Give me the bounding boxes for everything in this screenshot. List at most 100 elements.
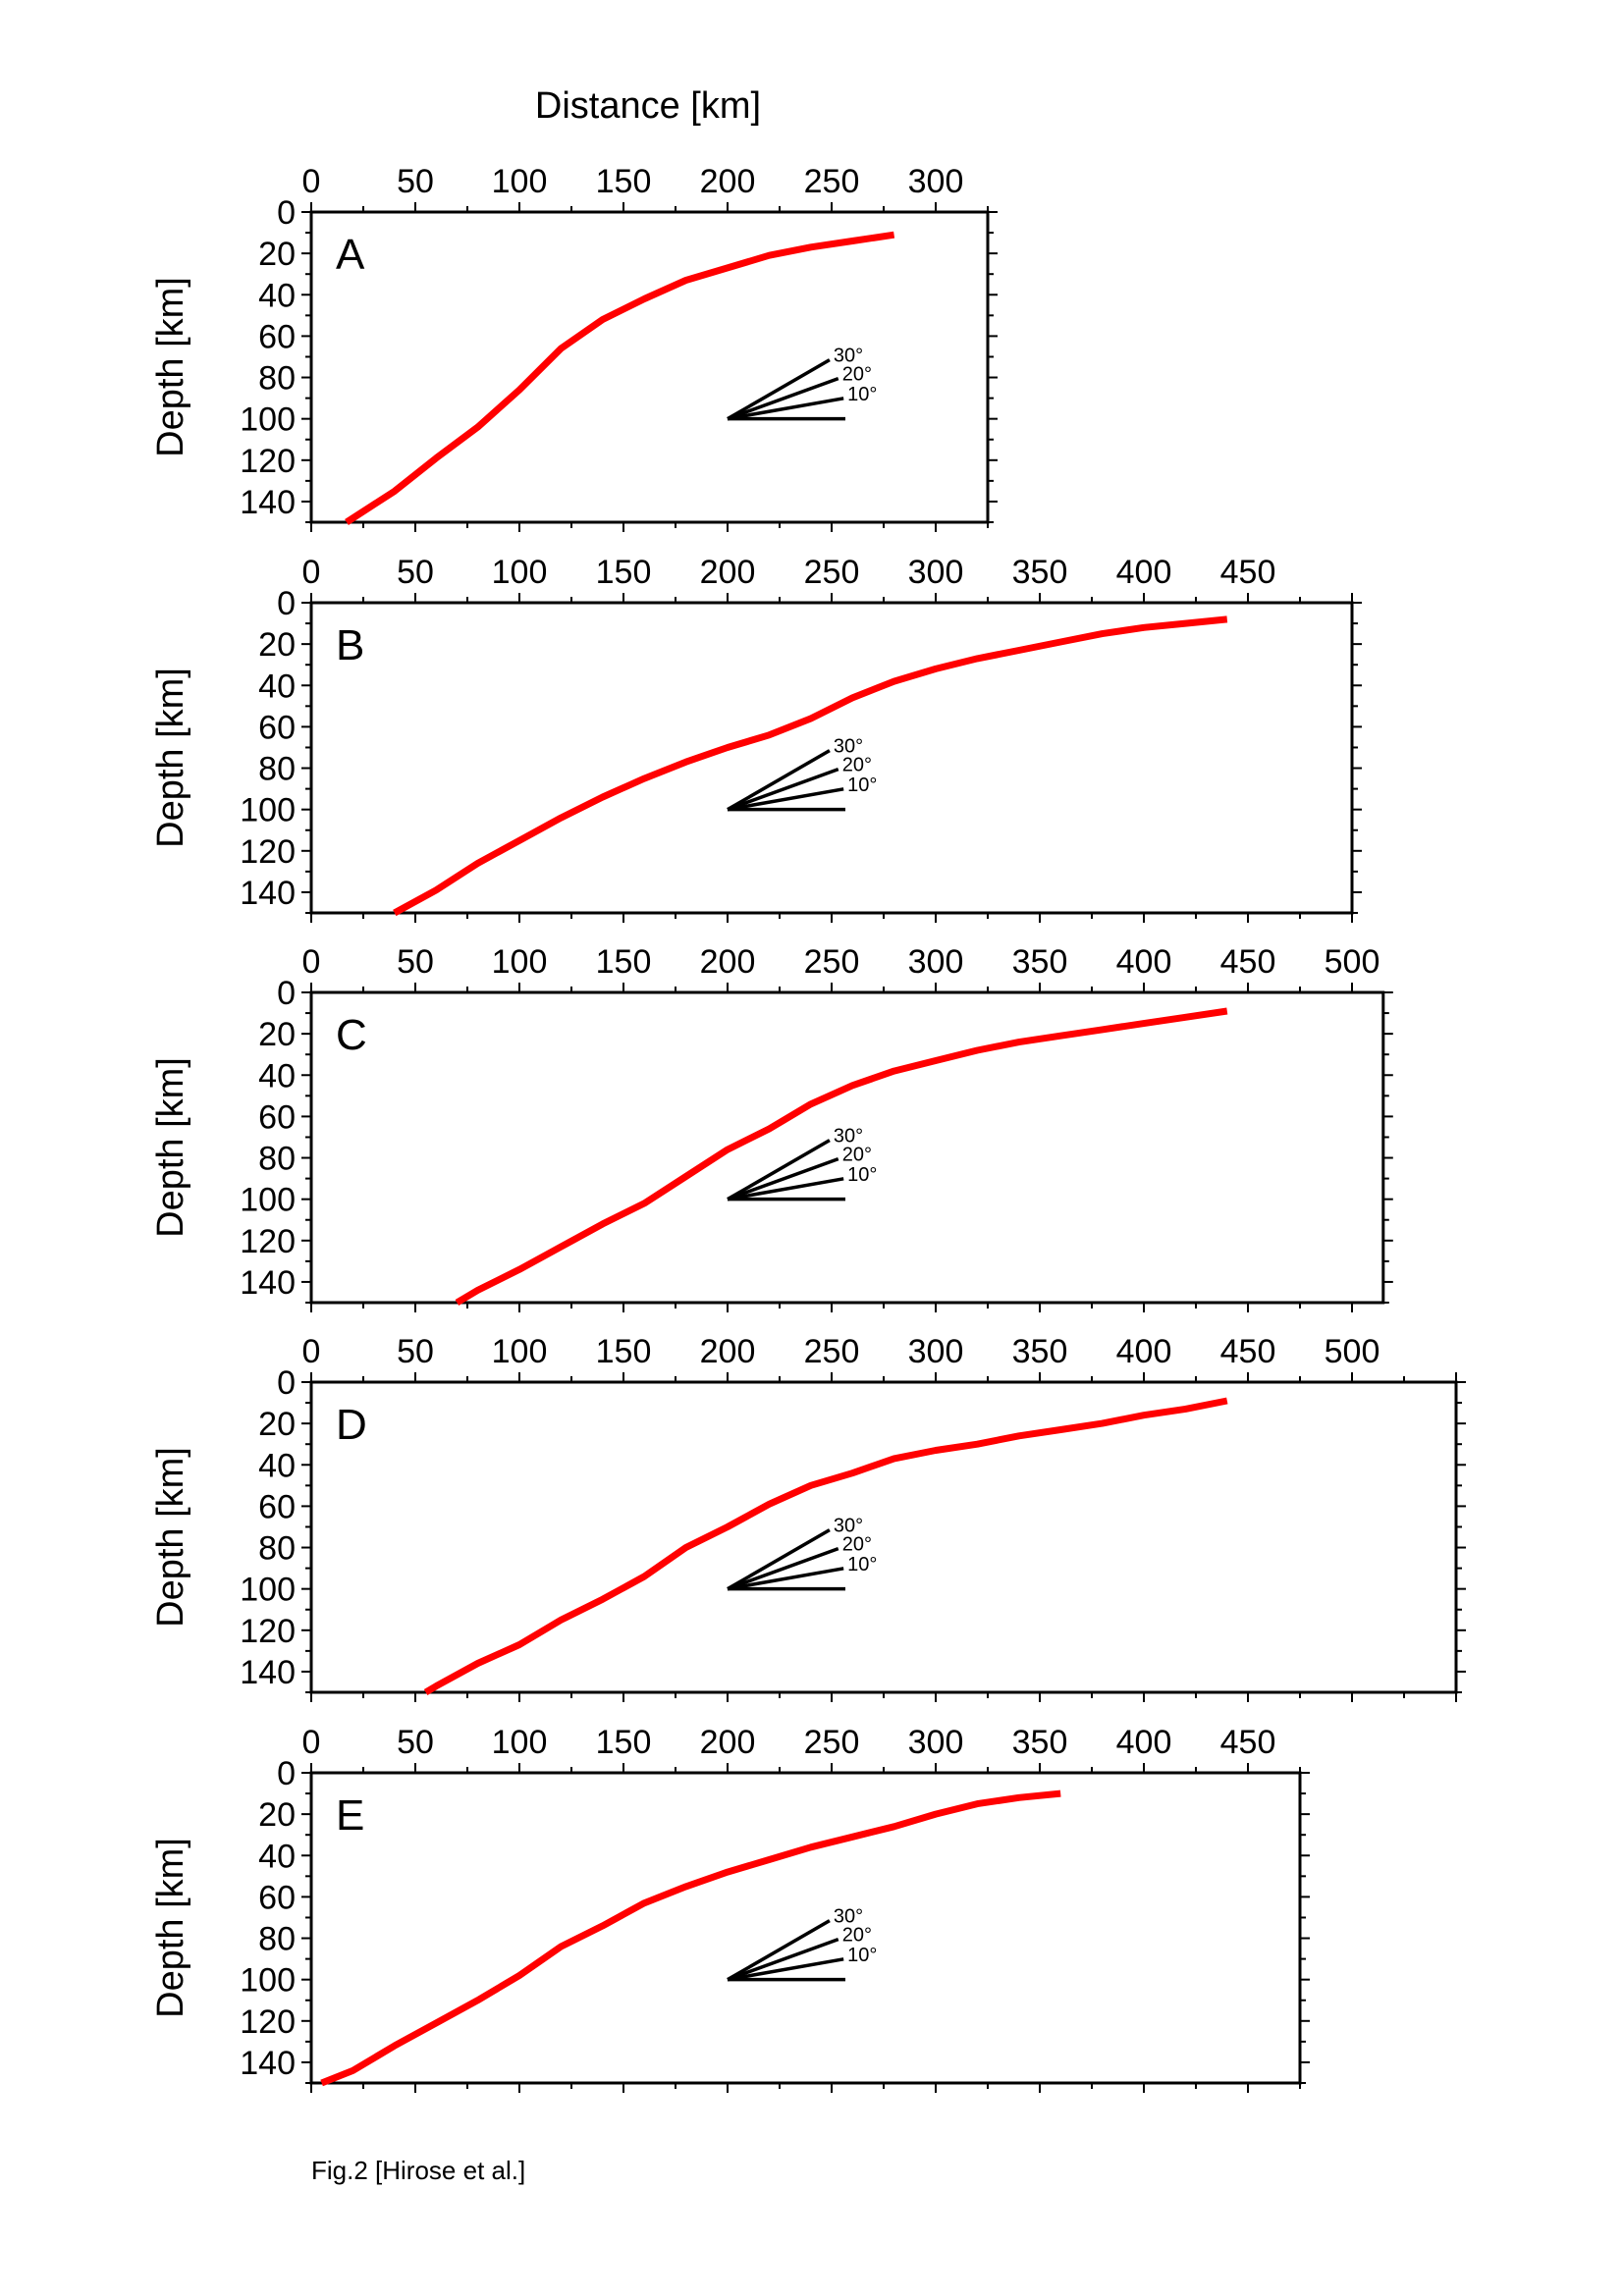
dip-angle-ray [727, 397, 844, 421]
dip-angle-ray [727, 787, 844, 812]
x-tick-label: 400 [1116, 1724, 1172, 1761]
x-tick-label: 150 [596, 943, 652, 981]
panel-a: 0 50 100 150 200 250 300020406080100120140Dept… [150, 163, 998, 532]
x-tick-label: 100 [492, 163, 548, 200]
x-tick-label: 150 [596, 163, 652, 200]
y-tick-label: 0 [277, 975, 296, 1012]
y-tick-label: 20 [258, 1406, 296, 1443]
x-tick-label: 0 [302, 554, 321, 591]
dip-angle-ray [727, 1139, 831, 1201]
dip-angle-ray [727, 1567, 844, 1591]
y-tick-label: 100 [240, 401, 296, 439]
plot-frame [309, 1380, 1458, 1694]
y-tick-label: 60 [258, 709, 296, 746]
y-tick-label: 20 [258, 626, 296, 664]
dip-angle-label: 30° [834, 1516, 863, 1537]
y-tick-label: 80 [258, 1141, 296, 1178]
x-tick-label: 100 [492, 943, 548, 981]
x-tick-label: 250 [804, 554, 860, 591]
depth-axis-label: Depth [km] [150, 1838, 191, 2018]
dip-angle-ray [727, 1528, 831, 1591]
figure-caption: Fig.2 [Hirose et al.] [311, 2156, 526, 2185]
x-tick-label: 50 [397, 943, 434, 981]
x-tick-label: 200 [700, 163, 756, 200]
x-tick-label: 400 [1116, 943, 1172, 981]
x-tick-label: 250 [804, 943, 860, 981]
slab-profile-line [423, 1397, 1228, 1696]
y-tick-label: 100 [240, 792, 296, 829]
x-tick-label: 100 [492, 1724, 548, 1761]
dip-angle-label: 10° [847, 774, 877, 796]
dip-angle-label: 10° [847, 1945, 877, 1966]
y-tick-label: 80 [258, 1530, 296, 1568]
dip-angle-ray [727, 749, 831, 812]
depth-axis-label: Depth [km] [150, 1057, 191, 1238]
dip-angle-label: 30° [834, 1126, 863, 1148]
x-tick-label: 50 [397, 554, 434, 591]
y-tick-label: 40 [258, 1838, 296, 1875]
y-tick-label: 40 [258, 1057, 296, 1095]
y-tick-label: 140 [240, 1654, 296, 1691]
x-tick-label: 500 [1325, 943, 1380, 981]
y-tick-label: 0 [277, 1755, 296, 1792]
dip-angle-ray [727, 358, 831, 421]
y-tick-label: 60 [258, 1098, 296, 1136]
x-tick-label: 200 [700, 943, 756, 981]
panels: 0 50 100 150 200 250 300020406080100120140Dept… [150, 163, 1466, 2093]
dip-angle-label: 30° [834, 736, 863, 758]
y-tick-label: 140 [240, 484, 296, 521]
x-tick-label: 450 [1220, 554, 1276, 591]
y-tick-label: 140 [240, 1264, 296, 1302]
x-tick-label: 500 [1325, 1333, 1380, 1370]
slab-profile-line [345, 231, 895, 525]
dip-angle-ray [727, 767, 839, 812]
dip-angle-label: 20° [842, 364, 872, 386]
y-tick-label: 20 [258, 1016, 296, 1053]
x-tick-label: 150 [596, 1333, 652, 1370]
y-tick-label: 20 [258, 1796, 296, 1834]
x-tick-label: 350 [1012, 1333, 1068, 1370]
x-tick-label: 100 [492, 554, 548, 591]
y-tick-label: 0 [277, 585, 296, 622]
x-tick-label: 300 [908, 554, 964, 591]
y-tick-label: 60 [258, 1488, 296, 1525]
x-tick-label: 350 [1012, 943, 1068, 981]
y-tick-label: 120 [240, 443, 296, 480]
dip-angle-ray [727, 1957, 844, 1982]
y-tick-label: 40 [258, 277, 296, 314]
x-tick-label: 0 [302, 1333, 321, 1370]
plot-frame [309, 990, 1385, 1305]
x-tick-label: 150 [596, 554, 652, 591]
y-tick-label: 0 [277, 1364, 296, 1402]
panel-letter: B [336, 621, 364, 669]
depth-axis-label: Depth [km] [150, 277, 191, 457]
x-tick-label: 400 [1116, 554, 1172, 591]
y-tick-label: 40 [258, 667, 296, 705]
plot-frame [309, 1771, 1302, 2085]
slab-profile-line [393, 615, 1228, 917]
x-tick-label: 400 [1116, 1333, 1172, 1370]
dip-angle-label: 10° [847, 1164, 877, 1186]
x-tick-label: 300 [908, 1333, 964, 1370]
dip-angle-ray [727, 1546, 839, 1591]
y-tick-label: 40 [258, 1447, 296, 1484]
x-tick-label: 250 [804, 1724, 860, 1761]
y-tick-label: 120 [240, 2003, 296, 2041]
panel-letter: D [336, 1401, 367, 1449]
x-tick-label: 150 [596, 1724, 652, 1761]
dip-angle-ray [727, 1919, 831, 1982]
y-tick-label: 60 [258, 318, 296, 355]
dip-angle-label: 10° [847, 384, 877, 405]
x-tick-label: 250 [804, 163, 860, 200]
y-tick-label: 60 [258, 1879, 296, 1916]
x-tick-label: 350 [1012, 554, 1068, 591]
x-tick-label: 450 [1220, 1724, 1276, 1761]
dip-angle-label: 20° [842, 755, 872, 776]
dip-angle-ray [727, 1177, 844, 1201]
distance-axis-label: Distance [km] [535, 85, 761, 127]
x-tick-label: 0 [302, 1724, 321, 1761]
x-tick-label: 200 [700, 554, 756, 591]
y-tick-label: 80 [258, 360, 296, 398]
x-tick-label: 200 [700, 1333, 756, 1370]
y-tick-label: 120 [240, 1613, 296, 1650]
